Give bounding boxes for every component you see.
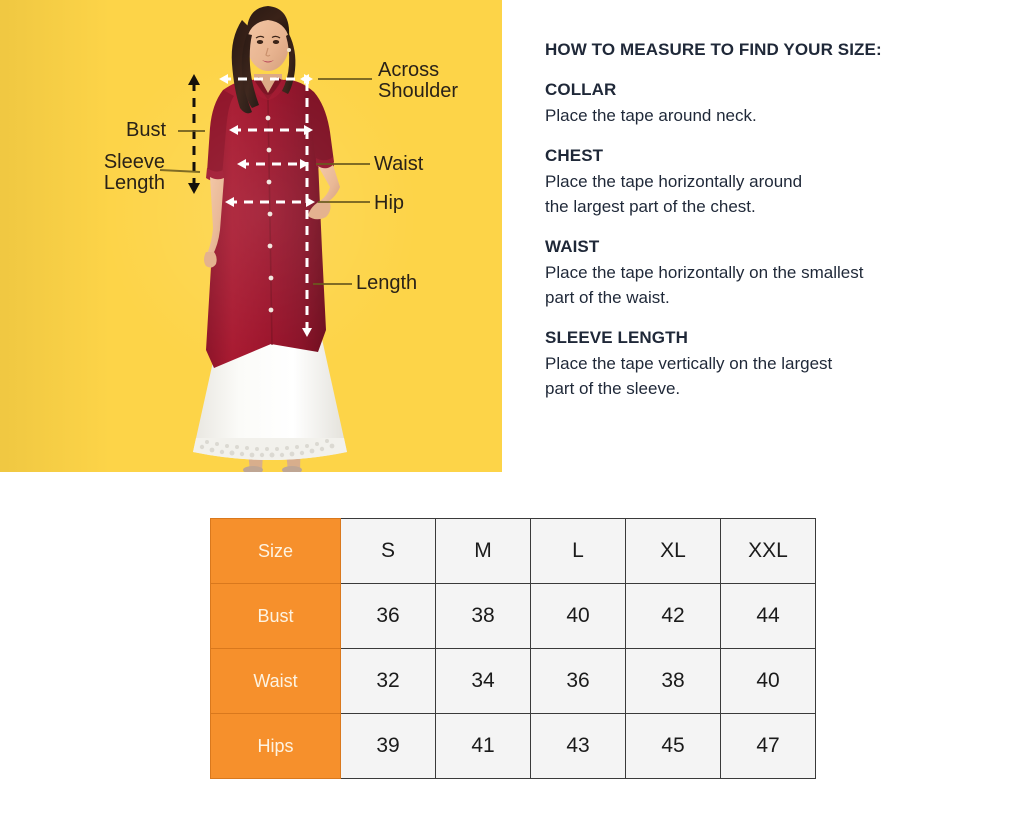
instruction-section-waist: WAIST Place the tape horizontally on the…	[545, 237, 1005, 310]
cell-waist-l: 36	[530, 648, 626, 714]
cell-bust-xxl: 44	[720, 583, 816, 649]
instruction-section-chest: CHEST Place the tape horizontally around…	[545, 146, 1005, 219]
cell-hips-l: 43	[530, 713, 626, 779]
instruction-title-waist: WAIST	[545, 237, 600, 256]
label-bust: Bust	[126, 119, 167, 141]
row-label-bust: Bust	[210, 583, 341, 649]
instruction-title-chest: CHEST	[545, 146, 604, 165]
table-header-row: Size S M L XL XXL	[210, 518, 816, 584]
table-header-xl: XL	[625, 518, 721, 584]
instruction-section-sleeve-length: SLEEVE LENGTH Place the tape vertically …	[545, 328, 1005, 401]
instruction-body-waist: Place the tape horizontally on the small…	[545, 263, 864, 307]
how-to-measure-title: HOW TO MEASURE TO FIND YOUR SIZE:	[545, 40, 882, 59]
measurement-guide-section: Across Shoulder Bust Sleeve Length Waist…	[0, 0, 1005, 472]
how-to-measure-instructions: HOW TO MEASURE TO FIND YOUR SIZE: COLLAR…	[545, 40, 1005, 401]
table-header-xxl: XXL	[720, 518, 816, 584]
table-row: Hips 39 41 43 45 47	[210, 713, 816, 779]
cell-bust-xl: 42	[625, 583, 721, 649]
table-header-size: Size	[210, 518, 341, 584]
instruction-title-collar: COLLAR	[545, 80, 617, 99]
cell-waist-s: 32	[340, 648, 436, 714]
size-chart-table: Size S M L XL XXL Bust 36 38 40 42 44 Wa…	[210, 518, 816, 779]
model-illustration	[150, 0, 390, 472]
cell-bust-m: 38	[435, 583, 531, 649]
table-header-l: L	[530, 518, 626, 584]
table-header-s: S	[340, 518, 436, 584]
cell-waist-xxl: 40	[720, 648, 816, 714]
instruction-section-collar: COLLAR Place the tape around neck.	[545, 80, 1005, 128]
table-header-m: M	[435, 518, 531, 584]
label-length: Length	[356, 272, 418, 294]
cell-waist-xl: 38	[625, 648, 721, 714]
instruction-title-sleeve-length: SLEEVE LENGTH	[545, 328, 688, 347]
label-sleeve-length: Sleeve Length	[103, 151, 165, 194]
cell-waist-m: 34	[435, 648, 531, 714]
instruction-body-collar: Place the tape around neck.	[545, 106, 757, 125]
row-label-hips: Hips	[210, 713, 341, 779]
instruction-body-sleeve-length: Place the tape vertically on the largest…	[545, 354, 833, 398]
cell-bust-l: 40	[530, 583, 626, 649]
measurement-diagram-panel: Across Shoulder Bust Sleeve Length Waist…	[0, 0, 502, 472]
size-chart-table-wrapper: Size S M L XL XXL Bust 36 38 40 42 44 Wa…	[210, 518, 816, 779]
cell-hips-xxl: 47	[720, 713, 816, 779]
cell-hips-s: 39	[340, 713, 436, 779]
table-row: Bust 36 38 40 42 44	[210, 583, 816, 649]
row-label-waist: Waist	[210, 648, 341, 714]
label-waist: Waist	[374, 153, 424, 175]
cell-bust-s: 36	[340, 583, 436, 649]
instruction-body-chest: Place the tape horizontally around the l…	[545, 172, 803, 216]
label-hip: Hip	[374, 192, 405, 214]
cell-hips-xl: 45	[625, 713, 721, 779]
label-across-shoulder: Across Shoulder	[378, 59, 459, 102]
table-row: Waist 32 34 36 38 40	[210, 648, 816, 714]
cell-hips-m: 41	[435, 713, 531, 779]
